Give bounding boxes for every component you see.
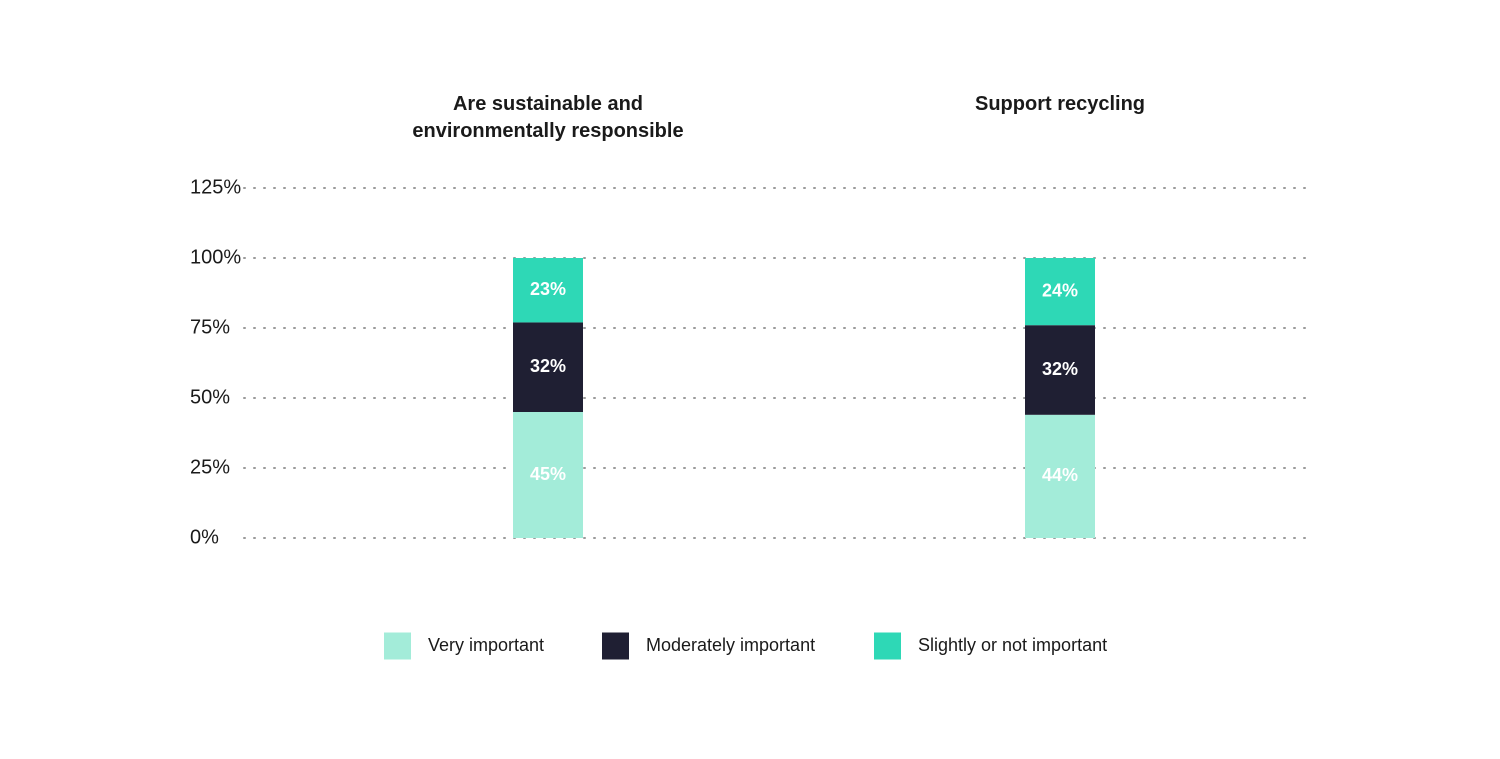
legend-swatch [874, 632, 901, 660]
bar-segment [1025, 258, 1095, 326]
legend-label: Very important [428, 635, 544, 655]
y-tick-label: 0% [190, 526, 219, 548]
data-label: 45% [530, 464, 566, 484]
bar-segment [513, 412, 583, 538]
data-label: 32% [1042, 359, 1078, 379]
y-tick-label: 100% [190, 246, 241, 268]
data-label: 23% [530, 279, 566, 299]
y-tick-label: 75% [190, 316, 230, 338]
y-tick-label: 50% [190, 386, 230, 408]
y-tick-label: 25% [190, 456, 230, 478]
data-label: 32% [530, 356, 566, 376]
bar-segment [513, 258, 583, 323]
legend-swatch [384, 632, 411, 660]
bar-segment [1025, 414, 1095, 538]
legend-label: Slightly or not important [918, 635, 1107, 655]
bar-segment [513, 322, 583, 412]
category-title: environmentally responsible [412, 120, 683, 142]
y-tick-label: 125% [190, 176, 241, 198]
category-title: Support recycling [975, 93, 1145, 115]
bar-segment [1025, 325, 1095, 415]
legend-swatch [602, 632, 629, 660]
data-label: 24% [1042, 280, 1078, 300]
data-label: 44% [1042, 465, 1078, 485]
legend-label: Moderately important [646, 635, 815, 655]
category-title: Are sustainable and [453, 93, 643, 115]
